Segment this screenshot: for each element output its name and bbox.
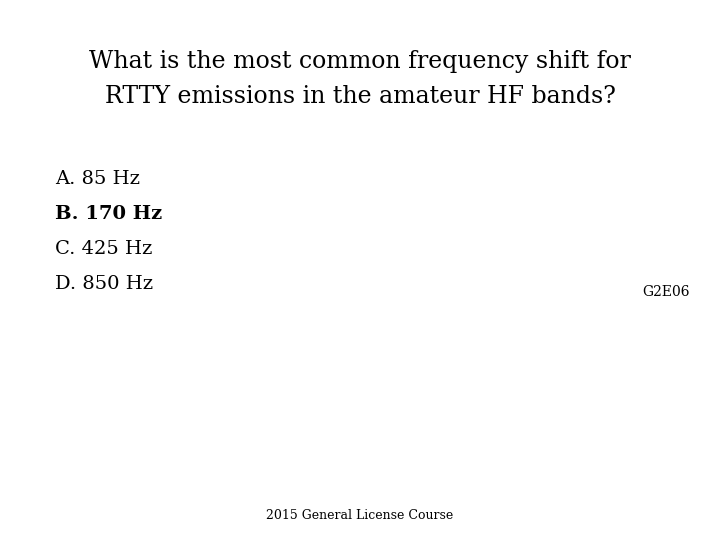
Text: What is the most common frequency shift for: What is the most common frequency shift … xyxy=(89,50,631,73)
Text: A. 85 Hz: A. 85 Hz xyxy=(55,170,140,188)
Text: C. 425 Hz: C. 425 Hz xyxy=(55,240,153,258)
Text: B. 170 Hz: B. 170 Hz xyxy=(55,205,162,223)
Text: G2E06: G2E06 xyxy=(642,285,690,299)
Text: D. 850 Hz: D. 850 Hz xyxy=(55,275,153,293)
Text: RTTY emissions in the amateur HF bands?: RTTY emissions in the amateur HF bands? xyxy=(104,85,616,108)
Text: 2015 General License Course: 2015 General License Course xyxy=(266,509,454,522)
